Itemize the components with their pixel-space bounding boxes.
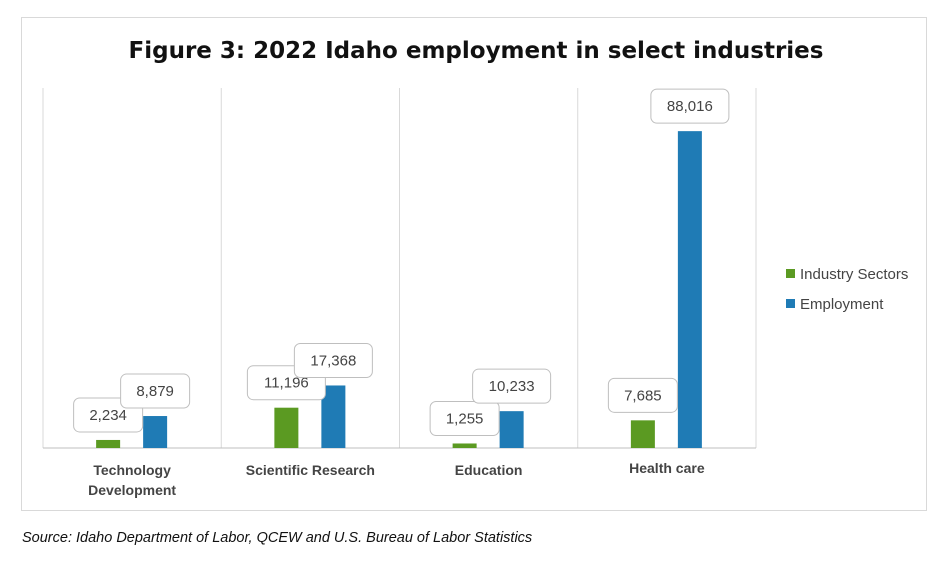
bar-industry-sectors (452, 443, 477, 448)
bar-industry-sectors (274, 407, 299, 448)
data-label: 11,196 (264, 375, 309, 392)
legend-swatch (786, 299, 795, 308)
data-label-box (472, 368, 552, 404)
bar-employment (499, 411, 524, 448)
data-label-box (429, 400, 500, 436)
source-note: Source: Idaho Department of Labor, QCEW … (22, 530, 533, 546)
data-label-box (650, 88, 730, 124)
category-label: Education (455, 462, 523, 478)
category-label: Development (88, 482, 176, 498)
bars (96, 131, 702, 448)
data-label-box (293, 342, 373, 378)
chart-svg: Figure 3: 2022 Idaho employment in selec… (42, 38, 908, 498)
data-label: 17,368 (310, 352, 356, 369)
data-labels: 2,234 11,196 1,255 7,685 8,879 17,368 10,233 88… (73, 88, 730, 436)
category-label: Scientific Research (246, 462, 375, 478)
data-label: 10,233 (489, 378, 535, 395)
legend: Industry Sectors Employment (786, 266, 908, 313)
data-label: 88,016 (667, 98, 713, 115)
data-label: 7,685 (624, 387, 662, 404)
bar-industry-sectors (630, 420, 655, 448)
data-label: 8,879 (136, 383, 174, 400)
category-label: Technology (93, 462, 171, 478)
legend-swatch (786, 269, 795, 278)
data-label-box (120, 373, 191, 409)
legend-label: Employment (800, 296, 884, 313)
category-labels: Technology Development Scientific Research… (88, 460, 705, 498)
category-label: Health care (629, 460, 705, 476)
data-label: 1,255 (446, 410, 484, 427)
data-label-box (607, 377, 678, 413)
bar-employment (143, 416, 168, 448)
bar-employment (677, 131, 702, 448)
legend-label: Industry Sectors (800, 266, 908, 283)
bar-industry-sectors (96, 439, 121, 448)
data-label: 2,234 (89, 407, 127, 424)
chart-title: Figure 3: 2022 Idaho employment in selec… (129, 38, 824, 64)
